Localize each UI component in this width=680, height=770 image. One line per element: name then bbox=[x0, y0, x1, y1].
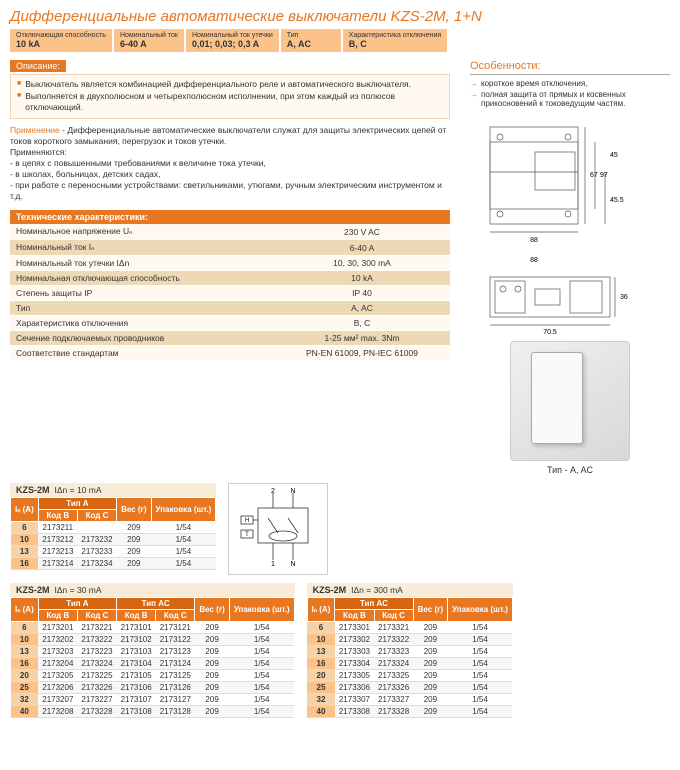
spec-tabs: Отключающая способность10 kAНоминальный … bbox=[10, 29, 670, 52]
tech-table: Номинальное напряжение Uₙ230 V ACНоминал… bbox=[10, 224, 450, 361]
table-row: 16217330421733242091/54 bbox=[307, 657, 512, 669]
table-row: 10217321221732322091/54 bbox=[11, 533, 216, 545]
table-row: 2521732062173226217310621731262091/54 bbox=[11, 681, 295, 693]
product-photo bbox=[510, 341, 630, 461]
tech-row: Номинальная отключающая способность10 kA bbox=[10, 271, 450, 286]
tech-row: Соответствие стандартамPN-EN 61009, PN-I… bbox=[10, 346, 450, 361]
table-row: 25217330621733262091/54 bbox=[307, 681, 512, 693]
table-row: 621732112091/54 bbox=[11, 521, 216, 533]
tech-row: ТипA, AC bbox=[10, 301, 450, 316]
dim-width: 88 bbox=[530, 237, 538, 244]
wiring-schematic: 2 N H T 1 N bbox=[228, 483, 328, 575]
dim-h1: 67 bbox=[590, 172, 598, 179]
application-block: Применение - Дифференциальные автоматиче… bbox=[10, 125, 450, 202]
table-row: 10217330221733222091/54 bbox=[307, 633, 512, 645]
dim-h4: 45 bbox=[610, 152, 618, 159]
features-header: Особенности: bbox=[470, 60, 670, 75]
table-row: 1321732032173223217310321731232091/54 bbox=[11, 645, 295, 657]
application-use: - в школах, больницах, детских садах, bbox=[10, 169, 450, 180]
table-row: 3221732072173227217310721731272091/54 bbox=[11, 693, 295, 705]
schematic-t: T bbox=[245, 532, 249, 538]
tech-row: Степень защиты IPIP 40 bbox=[10, 286, 450, 301]
table-row: 40217330821733282091/54 bbox=[307, 705, 512, 717]
feature-item: →полная защита от прямых и косвенных при… bbox=[470, 90, 670, 109]
table30-header: KZS-2M IΔn = 30 mA bbox=[10, 583, 295, 597]
spec-tab: ТипA, AC bbox=[281, 29, 341, 52]
dim-bh: 36 bbox=[620, 294, 628, 301]
table-row: 13217321321732332091/54 bbox=[11, 545, 216, 557]
spec-tab: Отключающая способность10 kA bbox=[10, 29, 112, 52]
dim-h2: 97 bbox=[600, 172, 608, 179]
spec-tab: Номинальный ток6-40 A bbox=[114, 29, 184, 52]
tech-row: Характеристика отключенияB, C bbox=[10, 316, 450, 331]
table-row: 1621732042173224217310421731242091/54 bbox=[11, 657, 295, 669]
table-row: 16217321421732342091/54 bbox=[11, 557, 216, 569]
table-row: 621732012173221217310121731212091/54 bbox=[11, 621, 295, 633]
table-row: 1021732022173222217310221731222091/54 bbox=[11, 633, 295, 645]
table-30ma: Iₙ (A)Тип AТип ACВес (г)Упаковка (шт.)Ко… bbox=[10, 597, 295, 718]
table-row: 32217330721733272091/54 bbox=[307, 693, 512, 705]
tech-row: Сечение подключаемых проводников1-25 мм²… bbox=[10, 331, 450, 346]
tech-row: Номинальный ток Iₙ6-40 A bbox=[10, 240, 450, 256]
table-row: 20217330521733252091/54 bbox=[307, 669, 512, 681]
table-row: 6217330121733212091/54 bbox=[307, 621, 512, 633]
schematic-n2: N bbox=[291, 488, 296, 495]
table-300ma: Iₙ (A)Тип ACВес (г)Упаковка (шт.)Код BКо… bbox=[307, 597, 513, 718]
technical-drawing: 88 67 97 45.5 45 88 bbox=[470, 117, 670, 337]
schematic-b1: 1 bbox=[271, 561, 275, 568]
application-uses-label: Применяются: bbox=[10, 147, 450, 158]
table300-header: KZS-2M IΔn = 300 mA bbox=[307, 583, 513, 597]
table-row: 4021732082173228217310821731282091/54 bbox=[11, 705, 295, 717]
dim-h3: 45.5 bbox=[610, 197, 624, 204]
table-10ma: Iₙ (A)Тип AВес (г)Упаковка (шт.)Код BКод… bbox=[10, 497, 216, 570]
table10-header: KZS-2M IΔn = 10 mA bbox=[10, 483, 216, 497]
dim-width2: 88 bbox=[530, 257, 538, 264]
description-item: Выключатель является комбинацией диффере… bbox=[17, 79, 443, 90]
tech-row: Номинальное напряжение Uₙ230 V AC bbox=[10, 224, 450, 240]
tech-header: Технические характеристики: bbox=[10, 210, 450, 224]
dim-bw: 70.5 bbox=[543, 329, 557, 336]
page-title: Дифференциальные автоматические выключат… bbox=[10, 8, 670, 25]
spec-tab: Номинальный ток утечки0,01; 0,03; 0,3 A bbox=[186, 29, 279, 52]
description-body: Выключатель является комбинацией диффере… bbox=[10, 74, 450, 119]
table-row: 13217330321733232091/54 bbox=[307, 645, 512, 657]
description-header: Описание: bbox=[10, 60, 66, 72]
photo-label: Тип - A, AC bbox=[470, 465, 670, 475]
spec-tab: Характеристика отключенияB, C bbox=[343, 29, 447, 52]
application-use: - при работе с переносными устройствами:… bbox=[10, 180, 450, 202]
schematic-n1: 2 bbox=[271, 488, 275, 495]
schematic-b2: N bbox=[291, 561, 296, 568]
description-item: Выполняется в двухполюсном и четырехполю… bbox=[17, 91, 443, 113]
feature-item: →короткое время отключения, bbox=[470, 79, 670, 89]
tech-row: Номинальный ток утечки IΔn10, 30, 300 mA bbox=[10, 256, 450, 271]
application-intro: - Дифференциальные автоматические выключ… bbox=[10, 125, 446, 146]
table-row: 2021732052173225217310521731252091/54 bbox=[11, 669, 295, 681]
application-use: - в цепях с повышенными требованиями к в… bbox=[10, 158, 450, 169]
application-label: Применение bbox=[10, 125, 60, 135]
schematic-h: H bbox=[245, 518, 249, 524]
